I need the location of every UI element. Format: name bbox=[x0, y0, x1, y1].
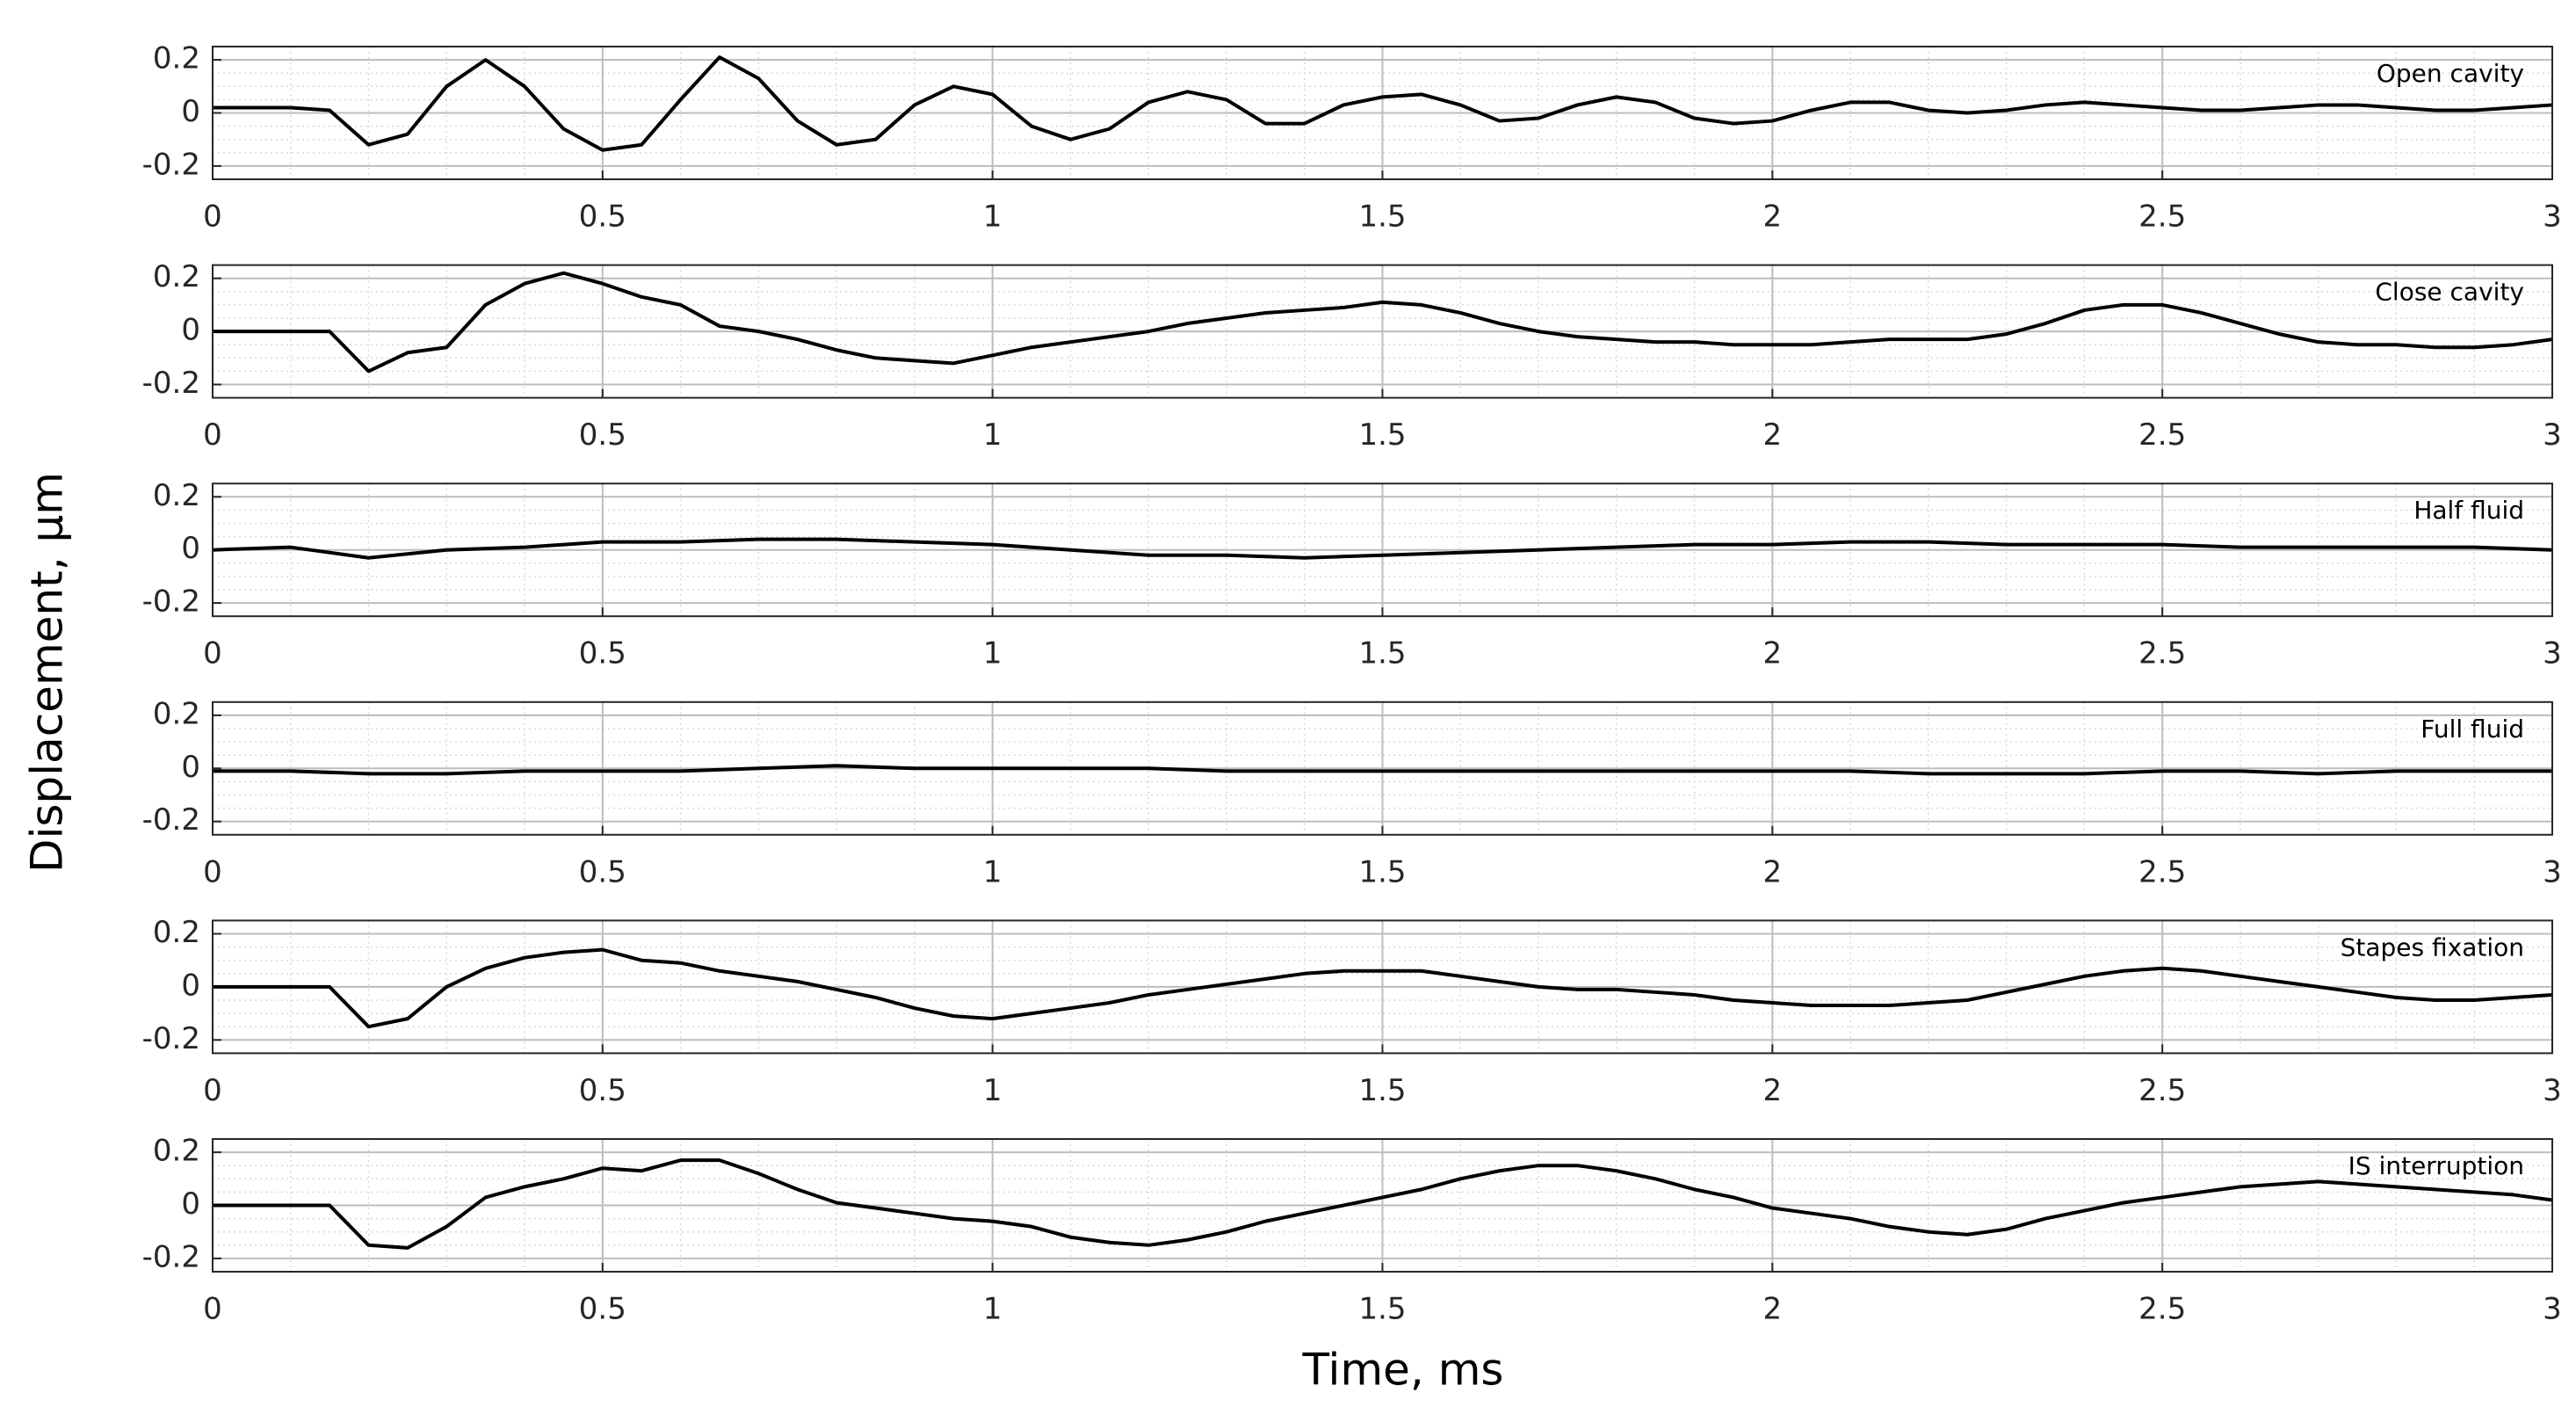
panel-label: Stapes fixation bbox=[2341, 932, 2524, 961]
x-tick-label: 2.5 bbox=[2138, 417, 2186, 453]
x-tick-label: 1 bbox=[983, 200, 1002, 235]
x-tick-label: 0.5 bbox=[579, 1073, 626, 1108]
x-tick-label: 2 bbox=[1763, 1292, 1783, 1327]
plot-frame bbox=[212, 919, 2553, 1055]
panel-label: Full fluid bbox=[2420, 715, 2524, 744]
x-tick-label: 3 bbox=[2543, 854, 2562, 889]
x-tick-label: 0.5 bbox=[579, 636, 626, 671]
y-tick-label: -0.2 bbox=[142, 584, 200, 620]
x-tick-label: 2 bbox=[1763, 1073, 1783, 1108]
y-tick-label: 0 bbox=[181, 1186, 200, 1222]
x-tick-label: 2.5 bbox=[2138, 1073, 2186, 1108]
x-tick-label: 2.5 bbox=[2138, 854, 2186, 889]
x-tick-label: 1.5 bbox=[1358, 1292, 1406, 1327]
x-tick-label: 0 bbox=[203, 200, 222, 235]
y-tick-label: 0.2 bbox=[153, 41, 200, 76]
y-tick-label: 0 bbox=[181, 750, 200, 785]
x-tick-label: 0 bbox=[203, 1292, 222, 1327]
x-tick-label: 2 bbox=[1763, 200, 1783, 235]
y-tick-label: -0.2 bbox=[142, 802, 200, 838]
plot-frame bbox=[212, 1138, 2553, 1273]
y-tick-label: -0.2 bbox=[142, 366, 200, 401]
x-tick-label: 2.5 bbox=[2138, 636, 2186, 671]
x-tick-label: 0 bbox=[203, 854, 222, 889]
x-tick-label: 0.5 bbox=[579, 854, 626, 889]
panel-label: Half fluid bbox=[2413, 496, 2524, 525]
data-line bbox=[212, 537, 2553, 560]
y-tick-label: 0 bbox=[181, 94, 200, 129]
x-tick-label: 0 bbox=[203, 636, 222, 671]
data-line bbox=[213, 55, 2553, 152]
data-line bbox=[213, 947, 2553, 1029]
plot-frame bbox=[212, 482, 2553, 618]
x-tick-label: 1.5 bbox=[1358, 417, 1406, 453]
y-tick-label: 0 bbox=[181, 313, 200, 348]
y-axis-label: Displacement, µm bbox=[22, 472, 73, 873]
x-tick-label: 2 bbox=[1763, 636, 1783, 671]
panel-label: IS interruption bbox=[2348, 1151, 2524, 1180]
x-tick-label: 3 bbox=[2543, 1292, 2562, 1327]
x-tick-label: 1 bbox=[983, 636, 1002, 671]
y-tick-label: 0.2 bbox=[153, 696, 200, 731]
x-axis-label: Time, ms bbox=[1302, 1345, 1504, 1396]
x-tick-label: 3 bbox=[2543, 1073, 2562, 1108]
x-tick-label: 0.5 bbox=[579, 417, 626, 453]
panel-label: Open cavity bbox=[2377, 59, 2524, 88]
plot-frame bbox=[212, 264, 2553, 399]
x-tick-label: 2.5 bbox=[2138, 200, 2186, 235]
x-tick-label: 2 bbox=[1763, 854, 1783, 889]
y-tick-label: -0.2 bbox=[142, 1021, 200, 1056]
y-tick-label: 0.2 bbox=[153, 915, 200, 950]
x-tick-label: 0.5 bbox=[579, 1292, 626, 1327]
data-line bbox=[213, 271, 2553, 374]
x-tick-label: 3 bbox=[2543, 636, 2562, 671]
x-tick-label: 1.5 bbox=[1358, 200, 1406, 235]
y-tick-label: 0.2 bbox=[153, 1134, 200, 1169]
x-tick-label: 2 bbox=[1763, 417, 1783, 453]
x-tick-label: 1 bbox=[983, 417, 1002, 453]
x-tick-label: 1.5 bbox=[1358, 636, 1406, 671]
plot-frame bbox=[212, 700, 2553, 836]
x-tick-label: 1.5 bbox=[1358, 854, 1406, 889]
x-tick-label: 0 bbox=[203, 1073, 222, 1108]
x-tick-label: 3 bbox=[2543, 417, 2562, 453]
plot-frame bbox=[212, 46, 2553, 180]
y-tick-label: 0.2 bbox=[153, 259, 200, 294]
x-tick-label: 3 bbox=[2543, 200, 2562, 235]
x-tick-label: 1 bbox=[983, 1292, 1002, 1327]
y-tick-label: 0 bbox=[181, 531, 200, 566]
y-tick-label: 0 bbox=[181, 968, 200, 1003]
x-tick-label: 0 bbox=[203, 417, 222, 453]
data-line bbox=[213, 764, 2552, 776]
panel-label: Close cavity bbox=[2375, 278, 2524, 307]
x-tick-label: 1.5 bbox=[1358, 1073, 1406, 1108]
data-line bbox=[213, 1158, 2553, 1250]
y-tick-label: 0.2 bbox=[153, 478, 200, 513]
x-tick-label: 0.5 bbox=[579, 200, 626, 235]
x-tick-label: 2.5 bbox=[2138, 1292, 2186, 1327]
y-tick-label: -0.2 bbox=[142, 1239, 200, 1274]
x-tick-label: 1 bbox=[983, 1073, 1002, 1108]
y-tick-label: -0.2 bbox=[142, 147, 200, 182]
x-tick-label: 1 bbox=[983, 854, 1002, 889]
